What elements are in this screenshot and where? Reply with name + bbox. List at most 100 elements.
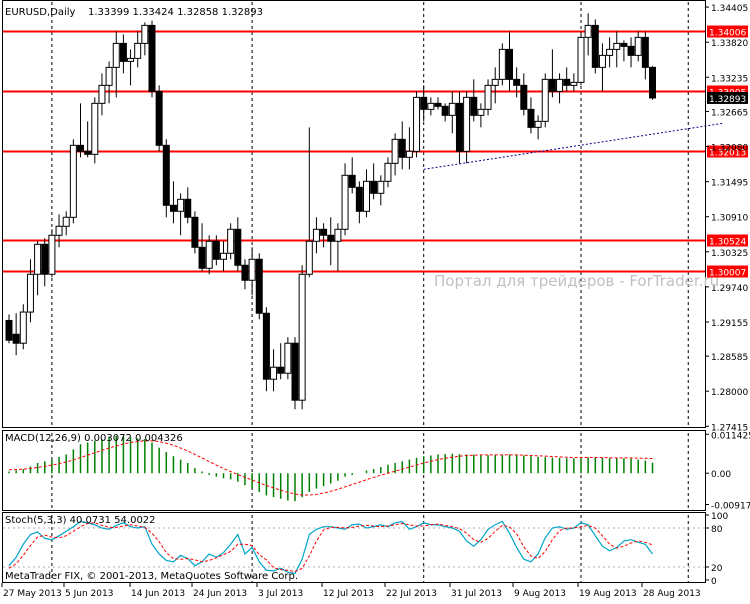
candle-body xyxy=(370,180,378,194)
trendline[interactable] xyxy=(423,122,725,170)
candle xyxy=(427,97,435,116)
candle-body xyxy=(398,138,406,158)
level-price-tag xyxy=(707,265,748,278)
candle-body xyxy=(341,174,349,230)
candle-body xyxy=(613,42,621,50)
stoch-tick-label: 20 xyxy=(711,564,723,574)
candle-body xyxy=(463,96,471,152)
candle-body xyxy=(627,45,635,56)
candle-body xyxy=(427,102,435,110)
price-tick-label: 1.29155 xyxy=(711,319,748,329)
candle xyxy=(26,259,34,323)
candle-body xyxy=(413,96,421,152)
candle xyxy=(119,34,127,74)
candle xyxy=(506,31,513,92)
candle xyxy=(184,187,192,224)
candle xyxy=(55,214,63,248)
candle xyxy=(191,211,199,254)
candle xyxy=(148,20,156,98)
candle-body xyxy=(255,258,263,314)
candle-body xyxy=(98,84,106,104)
candle-body xyxy=(105,66,113,86)
candle xyxy=(570,73,578,92)
candle xyxy=(169,181,177,224)
candle-body xyxy=(506,48,513,80)
price-tick-label: 1.29740 xyxy=(711,284,748,294)
candle xyxy=(141,22,149,56)
level-price-tag xyxy=(707,145,748,158)
candle xyxy=(41,238,49,287)
candle-body xyxy=(184,198,192,218)
candle xyxy=(12,313,20,356)
watermark-text: Портал для трейдеров - ForTrader.ru xyxy=(434,272,719,290)
candle xyxy=(413,91,421,158)
candle xyxy=(320,223,328,248)
candle-body xyxy=(119,42,127,62)
candle xyxy=(355,181,363,224)
price-axis: 1.34405 1.33820 1.33235 1.32665 1.32080 1.314… xyxy=(705,4,748,433)
time-tick-label: 3 Jul 2013 xyxy=(258,589,303,599)
candle-body xyxy=(69,144,77,218)
candle xyxy=(155,85,163,152)
candle-body xyxy=(305,240,313,275)
candle xyxy=(534,115,542,140)
stoch-signal-line xyxy=(8,522,653,573)
candle-body xyxy=(227,228,235,254)
candle-body xyxy=(620,42,628,47)
candle xyxy=(270,349,278,392)
level-price-label: 1.32013 xyxy=(709,149,746,159)
time-tick-label: 22 Jul 2013 xyxy=(386,589,437,599)
candle xyxy=(620,40,628,62)
candle-body xyxy=(384,162,392,182)
candle xyxy=(241,259,249,290)
candle-body xyxy=(241,264,249,281)
candle xyxy=(634,31,642,62)
candle xyxy=(477,103,485,128)
candle xyxy=(448,91,456,134)
candle xyxy=(591,19,599,74)
candlestick-series xyxy=(5,13,656,410)
price-pane-frame xyxy=(2,0,706,428)
candle xyxy=(198,223,206,272)
candle-body xyxy=(198,246,206,269)
stoch-tick-label: 100 xyxy=(711,512,728,522)
candle-body xyxy=(148,24,156,92)
candle xyxy=(384,157,392,188)
time-tick-label: 19 Aug 2013 xyxy=(579,589,637,599)
candle xyxy=(441,103,449,122)
candle-body xyxy=(55,225,63,236)
macd-tick-label: 0.011425 xyxy=(711,431,750,441)
level-price-tag xyxy=(707,234,748,247)
candle-body xyxy=(62,216,70,227)
candle-body xyxy=(220,252,227,260)
stoch-tick-label: 0 xyxy=(711,577,717,587)
candle-body xyxy=(477,108,485,116)
candle-body xyxy=(155,90,163,146)
ohlc-readout: 1.33399 1.33424 1.32858 1.32893 xyxy=(88,7,263,18)
candle-body xyxy=(527,108,535,128)
candle xyxy=(77,103,84,158)
candle-body xyxy=(548,78,556,92)
candle xyxy=(134,31,142,68)
candle-body xyxy=(320,228,328,236)
candle-body xyxy=(491,78,499,86)
candle-body xyxy=(649,66,656,99)
time-axis: 27 May 2013 5 Jun 2013 14 Jun 2013 24 Jun 2… xyxy=(1,583,701,599)
time-tick-label: 5 Jun 2013 xyxy=(65,589,113,599)
candle-body xyxy=(12,333,20,344)
candle-body xyxy=(348,174,356,188)
candle xyxy=(420,85,428,122)
candle xyxy=(205,235,213,275)
stoch-title: Stoch(5,3,3) 40.0731 54.0022 xyxy=(5,515,156,526)
time-tick-label: 9 Aug 2013 xyxy=(514,589,566,599)
candle-body xyxy=(563,78,571,86)
candle xyxy=(262,307,270,392)
candle-body xyxy=(556,78,564,92)
time-tick-label: 31 Jul 2013 xyxy=(451,589,502,599)
candle xyxy=(62,211,70,236)
candle xyxy=(363,169,370,218)
trendline-group[interactable] xyxy=(423,122,725,170)
